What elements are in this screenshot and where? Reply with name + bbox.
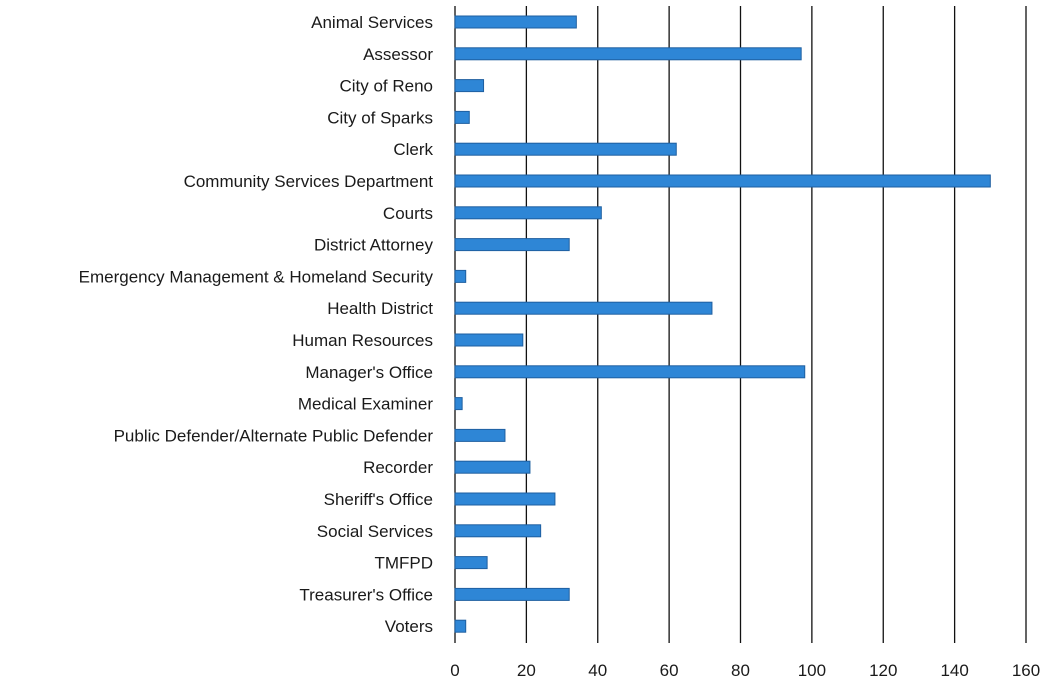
- category-label: Manager's Office: [305, 363, 433, 382]
- bar: [454, 492, 556, 506]
- category-label: Social Services: [317, 522, 433, 541]
- gridlines: [454, 6, 1027, 643]
- category-label: Health District: [327, 299, 433, 318]
- category-label: City of Sparks: [327, 108, 433, 127]
- bar: [454, 174, 991, 188]
- bar: [454, 397, 463, 411]
- bar: [454, 428, 506, 442]
- bar: [454, 365, 806, 379]
- category-label: Sheriff's Office: [324, 490, 433, 509]
- category-label: TMFPD: [374, 554, 433, 573]
- category-label: Clerk: [393, 140, 433, 159]
- category-label: Medical Examiner: [298, 395, 433, 414]
- category-label: District Attorney: [314, 236, 434, 255]
- category-label: Human Resources: [292, 331, 433, 350]
- category-label: Public Defender/Alternate Public Defende…: [114, 426, 434, 445]
- category-label: Community Services Department: [184, 172, 434, 191]
- bar: [454, 206, 602, 220]
- x-tick-label: 140: [940, 661, 968, 680]
- bar: [454, 587, 570, 601]
- bar: [454, 333, 524, 347]
- x-tick-label: 0: [450, 661, 459, 680]
- bars: [454, 15, 991, 633]
- x-tick-label: 20: [517, 661, 536, 680]
- bar: [454, 15, 577, 29]
- category-label: Treasurer's Office: [299, 585, 433, 604]
- category-label: Recorder: [363, 458, 433, 477]
- bar: [454, 556, 488, 570]
- x-tick-label: 160: [1012, 661, 1040, 680]
- x-tick-label: 80: [731, 661, 750, 680]
- x-tick-label: 40: [588, 661, 607, 680]
- category-label: Voters: [385, 617, 433, 636]
- category-label: Assessor: [363, 45, 433, 64]
- bar: [454, 269, 467, 283]
- category-label: City of Reno: [339, 77, 433, 96]
- bar: [454, 238, 570, 252]
- bar: [454, 301, 713, 315]
- bar: [454, 619, 467, 633]
- bar: [454, 460, 531, 474]
- bar: [454, 110, 470, 124]
- bar: [454, 79, 485, 93]
- bar: [454, 524, 542, 538]
- x-tick-label: 60: [660, 661, 679, 680]
- category-labels: Animal Services Assessor City of Reno City …: [79, 13, 434, 636]
- x-tick-labels: 0 20 40 60 80 100 120 140 160: [450, 661, 1040, 680]
- x-tick-label: 120: [869, 661, 897, 680]
- bar: [454, 142, 677, 156]
- bar: [454, 47, 802, 61]
- x-tick-label: 100: [798, 661, 826, 680]
- category-label: Emergency Management & Homeland Security: [79, 267, 434, 286]
- category-label: Courts: [383, 204, 433, 223]
- category-label: Animal Services: [311, 13, 433, 32]
